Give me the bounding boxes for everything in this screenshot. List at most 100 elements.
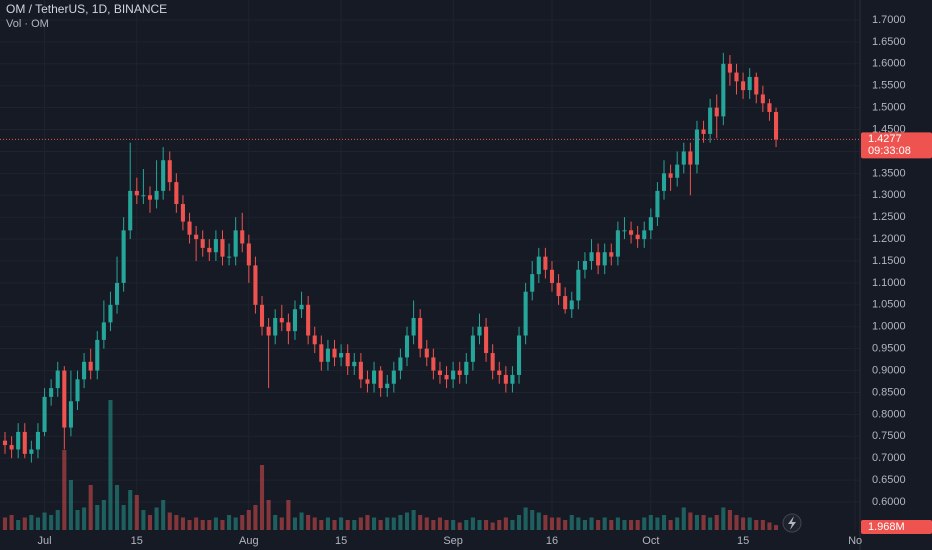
volume-bar [82, 507, 87, 530]
candle-body [187, 221, 192, 235]
volume-bar [503, 517, 508, 530]
chart-title: OM / TetherUS, 1D, BINANCE [6, 2, 167, 16]
volume-bar [609, 520, 614, 530]
volume-bar [42, 512, 47, 530]
candle-body [220, 239, 225, 257]
volume-bar [629, 520, 634, 530]
volume-bar [708, 517, 713, 530]
candle-body [470, 335, 475, 362]
candle-body [246, 243, 251, 266]
candle-body [596, 252, 601, 266]
candle-body [227, 256, 232, 258]
candle-body [358, 361, 363, 380]
y-tick-label: 0.6500 [872, 474, 906, 486]
candle-body [82, 361, 87, 380]
candle-body [114, 282, 120, 305]
candle-body [437, 370, 442, 375]
volume-bar [378, 520, 383, 530]
candle-body [727, 63, 732, 73]
candle-body [253, 265, 258, 305]
volume-bar [220, 520, 225, 530]
volume-bar [339, 517, 344, 530]
volume-bar [180, 517, 185, 530]
volume-bar [141, 510, 146, 530]
candle-body [549, 269, 555, 283]
volume-bar [292, 517, 298, 530]
candle-body [721, 63, 726, 117]
candle-body [490, 353, 495, 371]
volume-bar [648, 515, 653, 530]
candle-body [22, 431, 27, 454]
volume-bar [714, 515, 719, 530]
volume-bar [470, 517, 475, 530]
volume-bar [437, 517, 442, 530]
volume-bar [325, 517, 330, 530]
candle-body [233, 230, 238, 257]
candle-body [708, 107, 713, 134]
last-price-box [861, 132, 932, 159]
candle-body [556, 282, 561, 297]
candle-body [615, 230, 620, 257]
replay-icon-bolt [788, 516, 796, 530]
volume-bar [464, 520, 469, 530]
volume-bar [404, 512, 410, 530]
candle-body [602, 252, 607, 266]
x-tick-label: No [848, 535, 862, 547]
volume-bar [286, 500, 291, 530]
candle-body [9, 445, 14, 450]
volume-bar [556, 517, 561, 530]
candle-body [365, 379, 370, 384]
volume-bar [602, 517, 607, 530]
candle-body [404, 335, 410, 358]
y-tick-label: 1.5000 [872, 102, 906, 114]
volume-bar [273, 515, 278, 530]
volume-bar [431, 520, 436, 530]
candle-body [582, 261, 587, 270]
candle-body [675, 164, 680, 178]
candle-body [378, 370, 383, 389]
volume-bar [227, 515, 232, 530]
volume-bar [128, 490, 133, 530]
volume-bar [747, 517, 752, 530]
candle-body [147, 195, 153, 200]
y-tick-label: 1.6000 [872, 58, 906, 70]
candle-body [714, 107, 719, 117]
volume-bar [516, 515, 522, 530]
y-tick-label: 1.3500 [872, 167, 906, 179]
candle-body [747, 76, 752, 91]
candle-body [642, 230, 647, 240]
volume-bar [372, 517, 377, 530]
y-tick-label: 1.1000 [872, 277, 906, 289]
y-tick-label: 1.2000 [872, 233, 906, 245]
candle-body [536, 256, 541, 275]
y-tick-label: 1.0000 [872, 321, 906, 333]
x-tick-label: 15 [131, 535, 143, 547]
y-tick-label: 1.3000 [872, 189, 906, 201]
volume-bar [213, 517, 218, 530]
volume-bar [88, 485, 93, 530]
volume-bar [174, 515, 179, 530]
x-tick-label: Oct [642, 535, 659, 547]
volume-bar [424, 517, 429, 530]
volume-bar [200, 520, 205, 530]
candles [2, 52, 779, 463]
volume-bar [734, 515, 739, 530]
candle-body [292, 309, 298, 332]
candle-body [629, 230, 634, 235]
volume-bar [75, 510, 80, 530]
volume-bar [332, 520, 337, 530]
volume-bar [147, 515, 153, 530]
candle-body [68, 401, 73, 428]
volume-bar [543, 515, 548, 530]
candle-body [95, 339, 100, 371]
candle-body [154, 190, 159, 200]
candle-body [213, 239, 218, 253]
volume-bar [167, 512, 172, 530]
volume-bar [661, 515, 667, 530]
volume-bar [233, 517, 238, 530]
y-tick-label: 0.9000 [872, 364, 906, 376]
volume-bar [345, 520, 350, 530]
y-tick-label: 0.8500 [872, 386, 906, 398]
volume-bar [194, 517, 199, 530]
